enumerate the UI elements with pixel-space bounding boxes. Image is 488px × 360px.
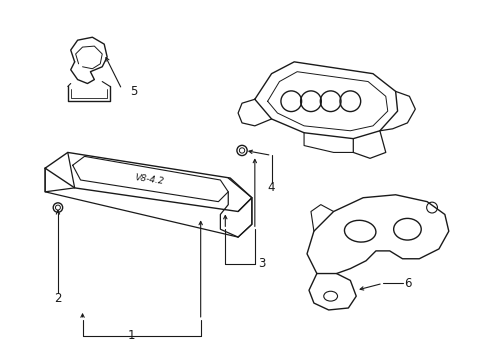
Text: 2: 2 — [54, 292, 61, 305]
Text: V8-4.2: V8-4.2 — [134, 174, 164, 186]
Text: 1: 1 — [128, 329, 135, 342]
Text: 4: 4 — [267, 181, 275, 194]
Text: 3: 3 — [258, 257, 265, 270]
Text: 6: 6 — [403, 277, 410, 290]
Text: 5: 5 — [130, 85, 137, 98]
